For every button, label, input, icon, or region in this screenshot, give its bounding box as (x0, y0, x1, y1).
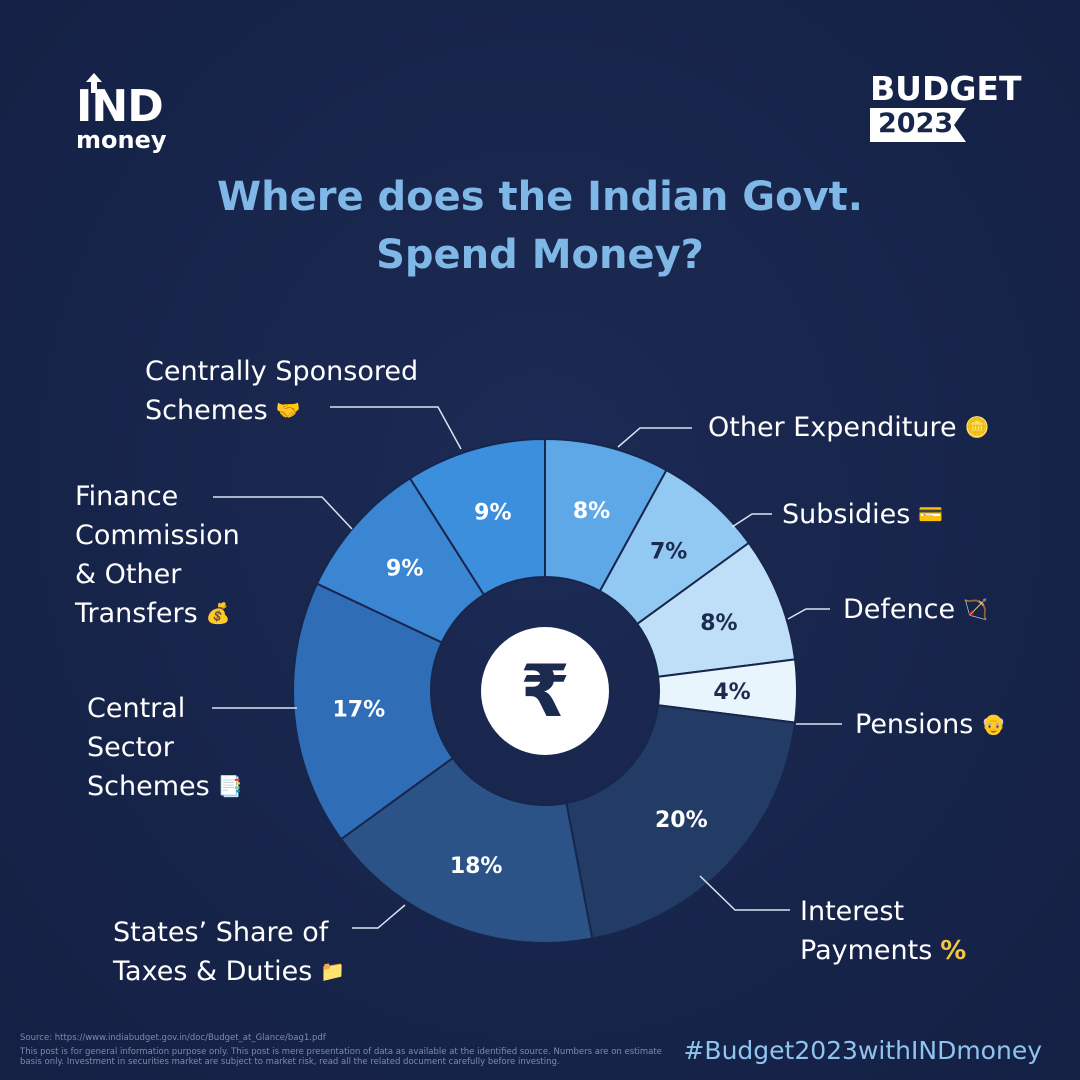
leader-line (731, 513, 772, 528)
category-label: Subsidies 💳 (782, 495, 943, 534)
category-label: Defence 🏹 (843, 590, 988, 629)
slice-5 (565, 704, 797, 940)
footer-disclaimer: This post is for general information pur… (20, 1047, 662, 1067)
category-label: Central Sector Schemes 📑 (87, 689, 243, 806)
percent-icon: % (940, 936, 967, 966)
leader-line (787, 608, 830, 620)
indmoney-logo: IND money (76, 73, 167, 154)
footer-source: Source: https://www.indiabudget.gov.in/d… (20, 1033, 326, 1043)
coin-icon: 🪙 (964, 415, 990, 439)
value-label: 17% (332, 698, 385, 723)
logo-ind-text: IND (76, 81, 164, 132)
value-label: 20% (655, 808, 708, 833)
leader-line (699, 875, 790, 911)
category-label: States’ Share of Taxes & Duties 📁 (113, 913, 345, 991)
title-line-2: Spend Money? (376, 232, 704, 278)
leader-line (213, 496, 353, 530)
slice-6 (339, 756, 594, 944)
leader-line (330, 406, 462, 450)
up-arrow-icon (86, 73, 102, 93)
folder-icon: 📁 (320, 959, 346, 983)
value-label: 7% (650, 540, 687, 565)
leader-line (617, 427, 692, 448)
slice-7 (292, 582, 455, 841)
category-label: Interest Payments% (800, 892, 966, 971)
category-label: Other Expenditure 🪙 (708, 408, 990, 447)
category-label: Finance Commission & Other Transfers 💰 (75, 477, 240, 633)
handshake-icon: 🤝 (275, 398, 301, 422)
credit-card-icon: 💳 (918, 502, 944, 526)
badge-budget-text: BUDGET (870, 69, 1022, 108)
budget-badge: BUDGET 2023 (870, 72, 1030, 142)
page-title: Where does the Indian Govt. Spend Money? (0, 168, 1080, 284)
category-label: Pensions 👴 (855, 705, 1006, 744)
value-label: 9% (386, 556, 423, 581)
value-label: 18% (450, 854, 503, 879)
money-bag-icon: 💰 (205, 601, 231, 625)
value-label: 8% (573, 499, 610, 524)
category-label: Centrally Sponsored Schemes 🤝 (145, 352, 418, 430)
value-label: 4% (713, 680, 750, 705)
center-circle (481, 627, 609, 755)
value-label: 9% (474, 500, 511, 525)
document-icon: 📑 (217, 774, 243, 798)
elder-person-icon: 👴 (981, 712, 1007, 736)
leader-line (352, 904, 406, 929)
rupee-icon: ₹ (520, 649, 570, 733)
ribbon-icon (870, 108, 966, 142)
badge-year-text: 2023 (878, 108, 954, 139)
hashtag: #Budget2023withINDmoney (683, 1036, 1042, 1065)
slice-9 (408, 437, 546, 597)
bow-arrow-icon: 🏹 (963, 597, 988, 621)
value-label: 8% (700, 611, 737, 636)
title-line-1: Where does the Indian Govt. (217, 174, 863, 220)
logo-money-text: money (76, 126, 167, 154)
